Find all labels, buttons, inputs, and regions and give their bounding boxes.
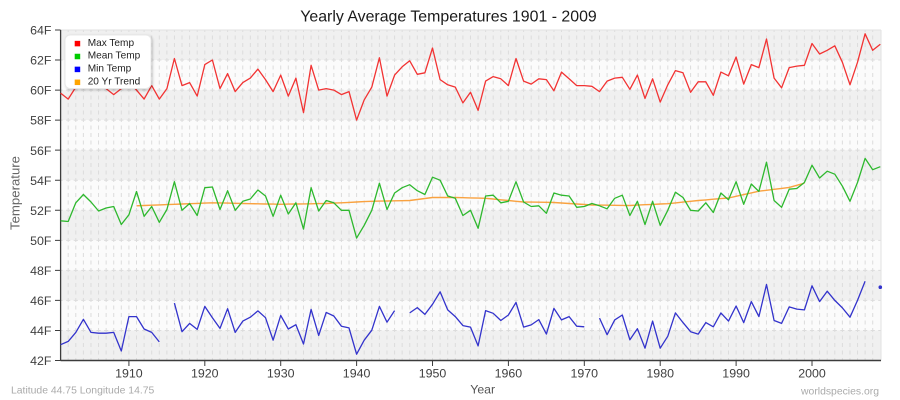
svg-text:56F: 56F xyxy=(30,144,52,158)
svg-text:52F: 52F xyxy=(30,204,52,218)
svg-text:1990: 1990 xyxy=(722,367,750,381)
svg-text:42F: 42F xyxy=(30,354,52,368)
svg-text:44F: 44F xyxy=(30,324,52,338)
svg-text:46F: 46F xyxy=(30,294,52,308)
svg-text:1950: 1950 xyxy=(419,367,447,381)
svg-text:58F: 58F xyxy=(30,114,52,128)
svg-text:62F: 62F xyxy=(30,54,52,68)
svg-text:Max Temp: Max Temp xyxy=(88,38,135,49)
svg-text:1970: 1970 xyxy=(571,367,599,381)
svg-text:1980: 1980 xyxy=(646,367,674,381)
svg-text:Year: Year xyxy=(470,382,495,396)
svg-text:50F: 50F xyxy=(30,234,52,248)
svg-text:60F: 60F xyxy=(30,84,52,98)
svg-text:1930: 1930 xyxy=(267,367,295,381)
svg-text:1960: 1960 xyxy=(495,367,523,381)
svg-text:worldspecies.org: worldspecies.org xyxy=(800,387,879,398)
svg-text:1910: 1910 xyxy=(115,367,143,381)
svg-text:Yearly Average Temperatures 19: Yearly Average Temperatures 1901 - 2009 xyxy=(300,9,597,26)
svg-text:Temperature: Temperature xyxy=(8,156,23,230)
svg-text:20 Yr Trend: 20 Yr Trend xyxy=(88,77,141,88)
svg-text:Mean Temp: Mean Temp xyxy=(88,51,141,62)
svg-text:2000: 2000 xyxy=(798,367,826,381)
svg-text:48F: 48F xyxy=(30,264,52,278)
svg-text:Min Temp: Min Temp xyxy=(88,64,132,75)
svg-text:1920: 1920 xyxy=(191,367,219,381)
svg-text:64F: 64F xyxy=(30,24,52,38)
svg-text:1940: 1940 xyxy=(343,367,371,381)
svg-text:Latitude 44.75 Longitude 14.75: Latitude 44.75 Longitude 14.75 xyxy=(11,385,155,396)
svg-text:54F: 54F xyxy=(30,174,52,188)
